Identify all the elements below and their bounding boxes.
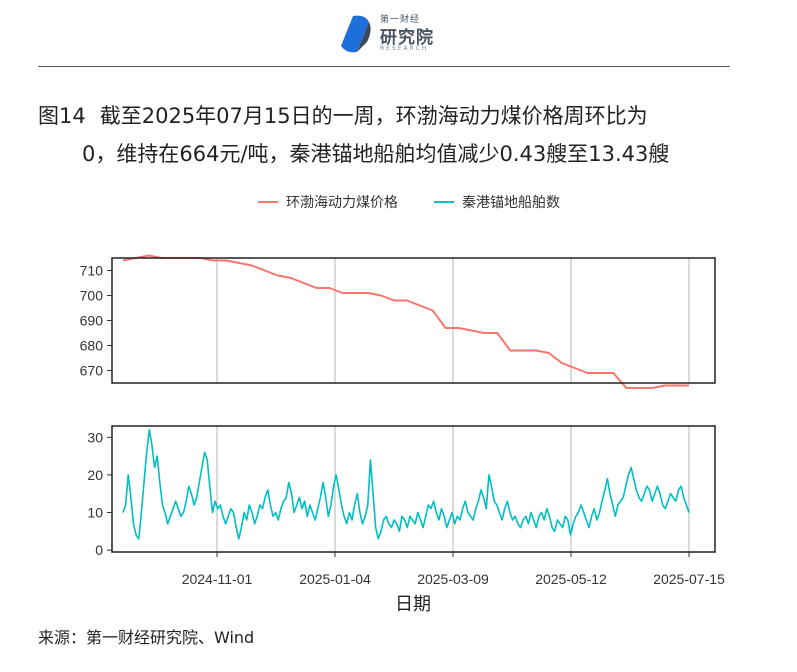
chart-title-line1: 图14 截至2025年07月15日的一周，环渤海动力煤价格周环比为 [38, 100, 648, 130]
ships-series-line [122, 428, 690, 540]
price-ytick-label-3: 700 [80, 288, 104, 304]
ships-ytick-label-0: 0 [95, 542, 103, 558]
price-ytick-label-2: 690 [80, 313, 104, 329]
x-tick-label-4: 2025-07-15 [653, 571, 725, 587]
ships-ytick-label-2: 20 [87, 467, 103, 483]
price-ytick-label-1: 680 [80, 338, 104, 354]
ships-panel-background [112, 426, 715, 552]
x-axis: 2024-11-01 2025-01-04 2025-03-09 2025-05-12… [182, 552, 725, 615]
ships-panel-border [111, 425, 716, 553]
legend-label-ships: 秦港锚地船舶数 [462, 195, 560, 211]
x-tick-label-3: 2025-05-12 [535, 571, 607, 587]
ships-ytick-label-3: 30 [87, 429, 103, 445]
header-divider [38, 66, 730, 67]
x-tick-label-2: 2025-03-09 [417, 571, 489, 587]
price-panel-border [111, 257, 716, 384]
logo-big-text: 研究院 [380, 28, 434, 48]
price-panel-background [112, 258, 715, 383]
logo-en-text: RESEARCH [380, 45, 429, 52]
price-series-line [122, 254, 689, 389]
x-axis-label: 日期 [395, 594, 431, 615]
legend-label-price: 环渤海动力煤价格 [286, 195, 398, 211]
legend-swatch-price [258, 201, 278, 203]
logo-emblem-icon [341, 15, 369, 53]
source-note: 来源：第一财经研究院、Wind [38, 628, 255, 647]
logo [341, 15, 371, 53]
legend: 环渤海动力煤价格 秦港锚地船舶数 [0, 192, 797, 216]
x-tick-label-0: 2024-11-01 [182, 571, 253, 587]
x-tick-label-1: 2025-01-04 [299, 571, 371, 587]
legend-item-price: 环渤海动力煤价格 [258, 192, 398, 212]
title-text-line1: 截至2025年07月15日的一周，环渤海动力煤价格周环比为 [99, 104, 648, 128]
ships-panel: 0 10 20 30 [87, 425, 716, 558]
logo-small-text: 第一财经 [380, 15, 421, 25]
price-ytick-label-4: 710 [80, 263, 104, 279]
figure-number: 图14 [38, 104, 86, 128]
legend-swatch-ships [434, 201, 454, 203]
chart-title-line2: 0，维持在664元/吨，秦港锚地船舶均值减少0.43艘至13.43艘 [82, 142, 670, 166]
price-panel: 670 680 690 700 710 [80, 254, 716, 389]
price-ytick-label-0: 670 [80, 363, 104, 379]
legend-item-ships: 秦港锚地船舶数 [434, 192, 560, 212]
ships-ytick-label-1: 10 [87, 505, 103, 521]
